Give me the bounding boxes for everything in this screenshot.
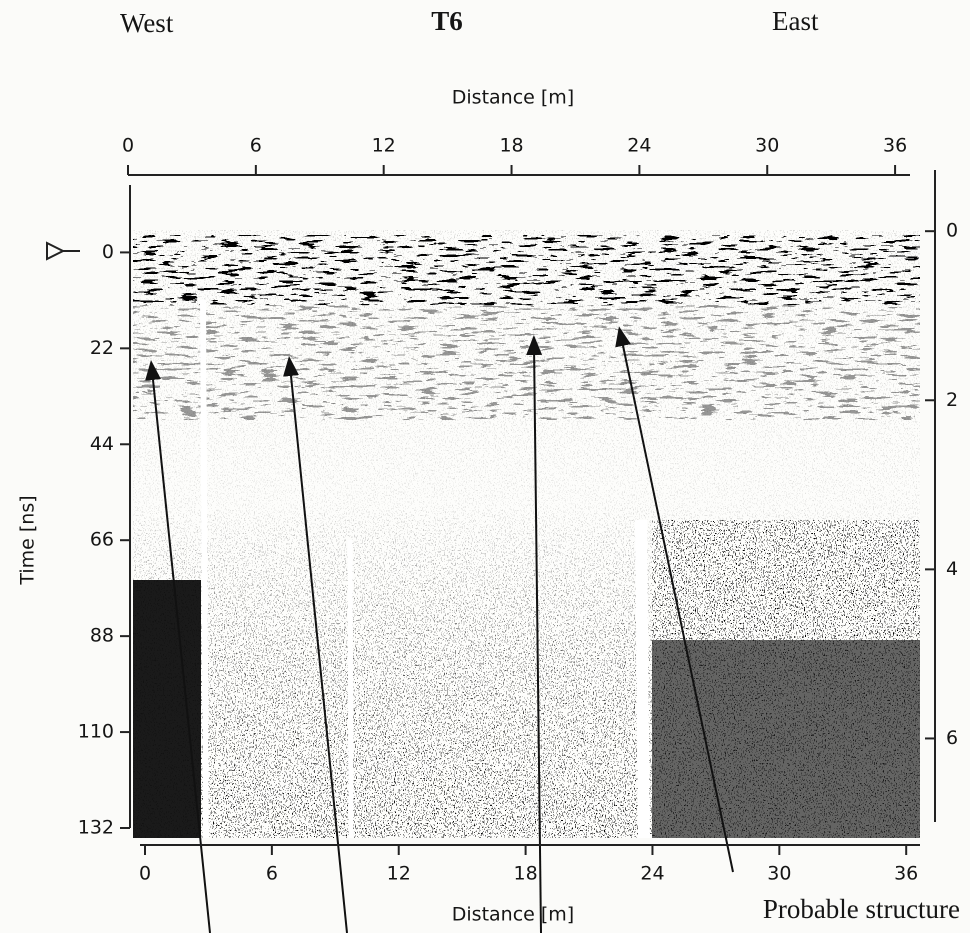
y2-tick-label: 6 — [946, 727, 958, 749]
x-tick-label: 18 — [499, 135, 523, 157]
chart-title: T6 — [431, 6, 463, 36]
x-tick-label: 36 — [883, 135, 907, 157]
y-tick-label: 66 — [90, 529, 114, 551]
y-tick-label: 0 — [102, 241, 114, 263]
x-tick-label: 6 — [250, 135, 262, 157]
x-tick-label: 30 — [767, 863, 791, 885]
x-tick-label: 18 — [514, 863, 538, 885]
x-tick-label: 12 — [372, 135, 396, 157]
x-tick-label: 0 — [122, 135, 134, 157]
radargram-image — [133, 230, 920, 839]
y-tick-label: 44 — [90, 433, 114, 455]
west-label: West — [120, 8, 174, 38]
y2-tick-label: 4 — [946, 558, 958, 580]
x-axis-title: Distance [m] — [452, 904, 574, 926]
y2-tick-label: 0 — [946, 220, 958, 242]
x-tick-label: 0 — [139, 863, 151, 885]
x-tick-label: 24 — [640, 863, 664, 885]
y-tick-label: 22 — [90, 337, 114, 359]
y-tick-label: 88 — [90, 625, 114, 647]
axis-lines — [128, 170, 936, 846]
x-axis-title: Distance [m] — [452, 87, 574, 109]
x-tick-label: 12 — [387, 863, 411, 885]
annotation: Probable structure — [763, 894, 960, 924]
x-tick-label: 6 — [266, 863, 278, 885]
east-label: East — [772, 6, 819, 36]
y-tick-label: 132 — [78, 817, 114, 839]
x-tick-label: 36 — [894, 863, 918, 885]
x-tick-label: 24 — [627, 135, 651, 157]
y2-tick-label: 2 — [946, 389, 958, 411]
y-tick-label: 110 — [78, 721, 114, 743]
arrows — [145, 326, 734, 933]
surface-symbol — [46, 241, 80, 261]
x-tick-label: 30 — [755, 135, 779, 157]
y-axis-title: Time [ns] — [17, 495, 39, 585]
